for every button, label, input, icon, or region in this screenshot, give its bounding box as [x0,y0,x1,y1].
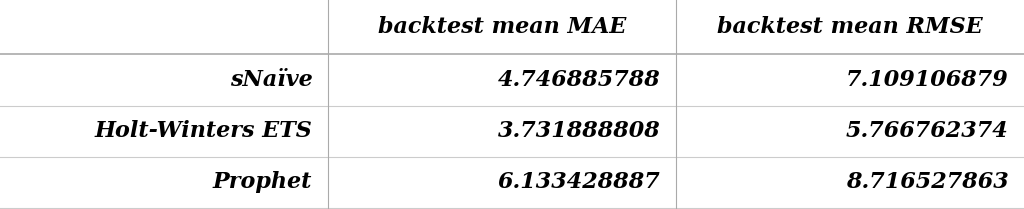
Text: 6.133428887: 6.133428887 [498,171,660,193]
Text: 4.746885788: 4.746885788 [498,69,660,91]
Text: Holt-Winters ETS: Holt-Winters ETS [94,120,312,142]
Text: 3.731888808: 3.731888808 [498,120,660,142]
Text: 8.716527863: 8.716527863 [846,171,1009,193]
Text: sNaïve: sNaïve [229,69,312,91]
Text: 7.109106879: 7.109106879 [846,69,1009,91]
Text: backtest mean RMSE: backtest mean RMSE [717,16,983,38]
Text: backtest mean MAE: backtest mean MAE [378,16,626,38]
Text: Prophet: Prophet [213,171,312,193]
Text: 5.766762374: 5.766762374 [846,120,1009,142]
